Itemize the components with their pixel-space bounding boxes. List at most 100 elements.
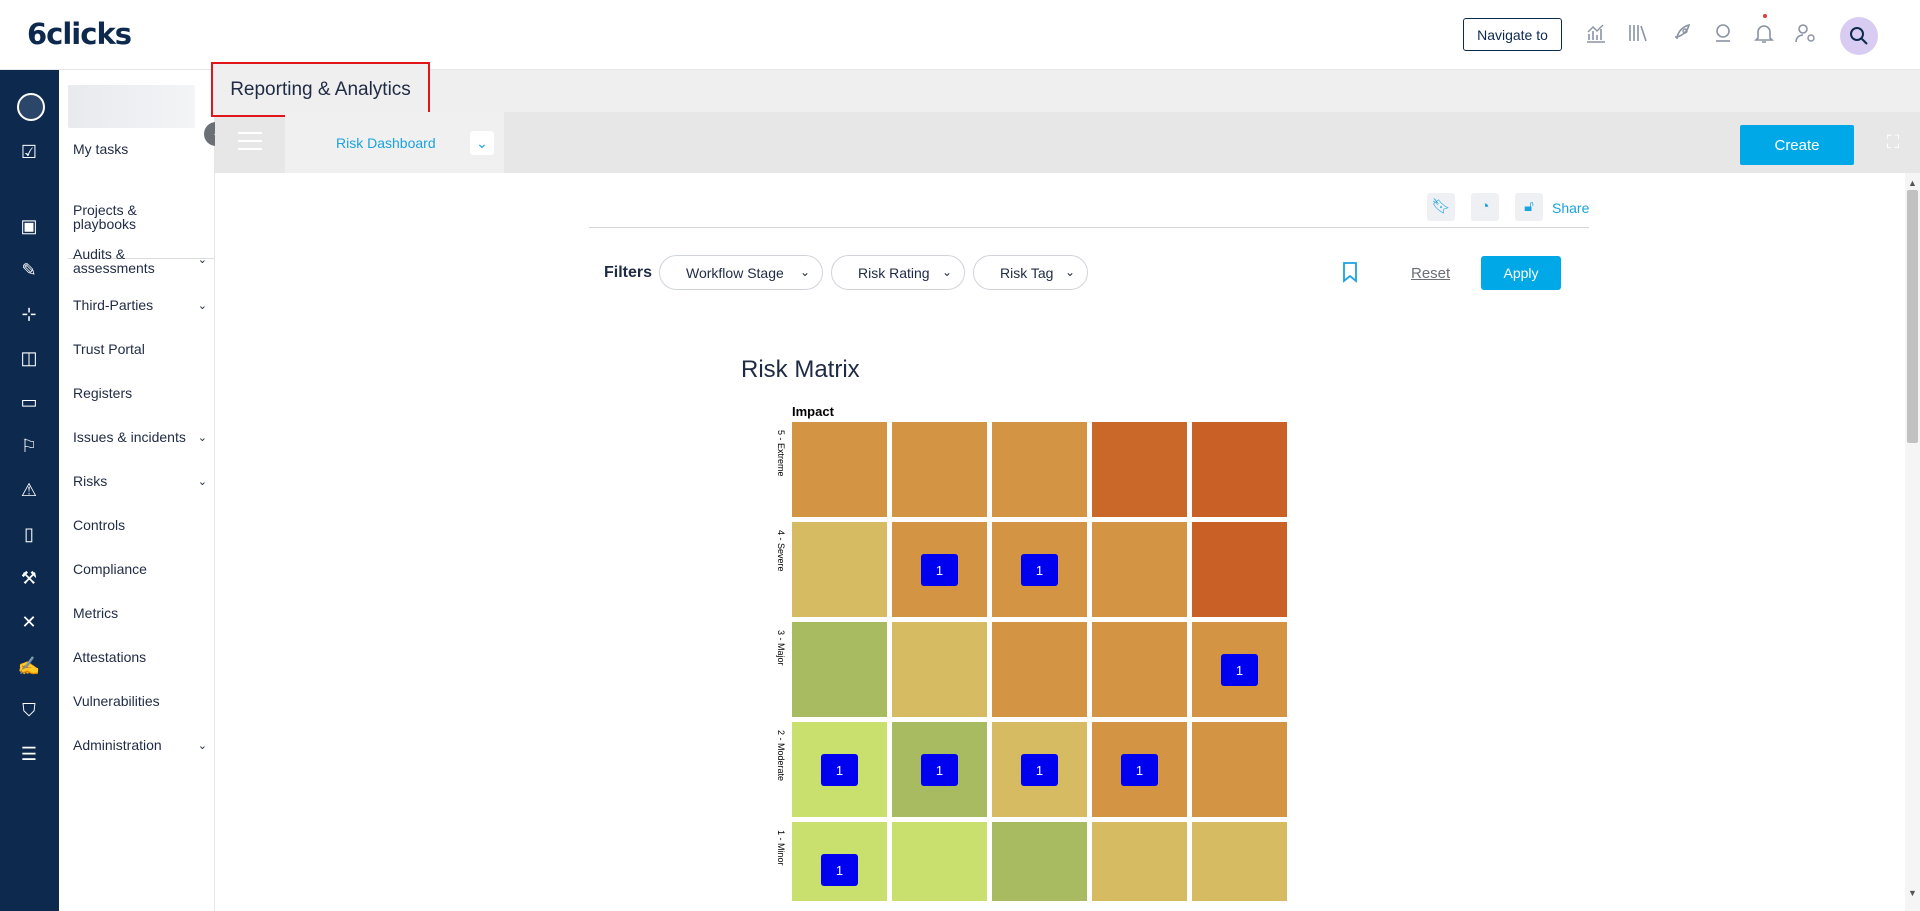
matrix-count-badge[interactable]: 1 [1221, 654, 1258, 686]
sidebar-item[interactable]: Audits & assessments ⌄ [73, 247, 213, 275]
sidebar-item[interactable]: Issues & incidents ⌄ [73, 430, 213, 444]
share-link[interactable]: Share [1552, 200, 1590, 216]
matrix-row-label: 4 - Severe [776, 530, 786, 572]
reset-button[interactable]: Reset [1411, 265, 1451, 282]
matrix-cell[interactable] [992, 422, 1087, 517]
sidebar-item[interactable]: Controls [73, 518, 213, 532]
edit-icon[interactable]: ✎ [21, 260, 37, 280]
sidebar-item[interactable]: Vulnerabilities [73, 694, 213, 708]
tools-icon[interactable]: ✕ [21, 612, 37, 632]
chevron-down-icon[interactable]: ⌄ [197, 476, 207, 488]
sidebar-item[interactable]: Attestations [73, 650, 213, 664]
sidebar-item[interactable]: Metrics [73, 606, 213, 620]
scroll-down-arrow[interactable]: ▼ [1908, 888, 1917, 898]
matrix-row-label: 3 - Major [776, 630, 786, 666]
sliders-icon[interactable]: ☰ [20, 744, 38, 764]
matrix-count-badge[interactable]: 1 [1021, 754, 1058, 786]
matrix-count-badge[interactable]: 1 [921, 554, 958, 586]
attestation-icon[interactable]: ✍ [17, 656, 41, 676]
chart-icon[interactable] [1584, 22, 1608, 46]
chevron-down-icon: ⌄ [1064, 265, 1075, 279]
matrix-cell[interactable] [892, 622, 987, 717]
chevron-down-icon[interactable]: ⌄ [197, 254, 207, 266]
matrix-count-badge[interactable]: 1 [921, 754, 958, 786]
matrix-cell[interactable] [992, 822, 1087, 901]
navigate-to-button[interactable]: Navigate to [1463, 18, 1562, 51]
matrix-cell[interactable] [892, 422, 987, 517]
sidebar-item[interactable]: Projects & playbooks [73, 203, 213, 231]
matrix-cell[interactable] [1092, 622, 1187, 717]
sidebar-item[interactable]: Risks ⌄ [73, 474, 213, 488]
scrollbar-thumb[interactable] [1907, 190, 1918, 443]
matrix-cell[interactable] [792, 622, 887, 717]
filter-workflow-stage[interactable]: Workflow Stage ⌄ [659, 255, 823, 290]
briefcase-icon[interactable]: ▣ [20, 216, 38, 236]
bell-icon[interactable] [1752, 22, 1776, 46]
issues-icon[interactable]: ⚐ [20, 436, 38, 456]
filter-risk-tag[interactable]: Risk Tag ⌄ [973, 255, 1088, 290]
matrix-title: Risk Matrix [741, 356, 860, 383]
matrix-cell[interactable] [1092, 522, 1187, 617]
controls-icon[interactable]: ▯ [24, 524, 34, 544]
matrix-cell[interactable] [1092, 422, 1187, 517]
rss-icon[interactable]: ◔ [1471, 193, 1499, 221]
network-icon[interactable]: ⊹ [21, 304, 37, 324]
sidebar-item-label: Metrics [73, 605, 119, 621]
matrix-count-badge[interactable]: 1 [1121, 754, 1158, 786]
matrix-cell[interactable] [1192, 722, 1287, 817]
create-button[interactable]: Create [1740, 125, 1854, 165]
scroll-up-arrow[interactable]: ▲ [1908, 178, 1917, 188]
fullscreen-icon[interactable]: ⛶ [1886, 132, 1900, 152]
chevron-down-icon[interactable]: ⌄ [197, 300, 207, 312]
impact-axis-label: Impact [792, 404, 834, 419]
sidebar-item-label: Third-Parties [73, 297, 154, 313]
chevron-down-icon: ⌄ [799, 265, 810, 279]
library-icon[interactable] [1626, 22, 1650, 46]
filter-risk-rating[interactable]: Risk Rating ⌄ [831, 255, 965, 290]
dashboard-select-label[interactable]: Risk Dashboard [336, 135, 436, 151]
matrix-count-badge[interactable]: 1 [1021, 554, 1058, 586]
chevron-down-icon[interactable]: ⌄ [197, 432, 207, 444]
sidebar-item-label: Registers [73, 385, 133, 401]
matrix-count-badge[interactable]: 1 [821, 854, 858, 886]
matrix-cell[interactable] [792, 422, 887, 517]
user-avatar[interactable] [1840, 17, 1878, 55]
chevron-down-icon[interactable]: ⌄ [470, 131, 494, 155]
sidebar-item-my-tasks[interactable]: My tasks [73, 141, 129, 157]
matrix-cell[interactable] [792, 522, 887, 617]
gavel-icon[interactable]: ⚒ [20, 568, 38, 588]
sidebar-item[interactable]: Trust Portal [73, 342, 213, 356]
unlock-icon[interactable]: 🔓︎ [1515, 193, 1543, 221]
sidebar-item-label: Projects & playbooks [73, 202, 137, 232]
trust-portal-icon[interactable]: ◫ [20, 348, 38, 368]
matrix-cell[interactable] [1192, 522, 1287, 617]
app-logo[interactable]: 6clicks [27, 17, 132, 51]
dashboard-select[interactable] [285, 112, 504, 173]
menu-icon[interactable] [238, 132, 262, 152]
sidebar-item[interactable]: Third-Parties ⌄ [73, 298, 213, 312]
chevron-down-icon[interactable]: ⌄ [197, 740, 207, 752]
matrix-cell[interactable] [892, 822, 987, 901]
workspace-avatar-icon[interactable] [17, 93, 45, 121]
apply-button[interactable]: Apply [1481, 256, 1561, 290]
rocket-icon[interactable] [1671, 22, 1695, 46]
matrix-cell[interactable] [1092, 822, 1187, 901]
matrix-count-badge[interactable]: 1 [821, 754, 858, 786]
sidebar-item[interactable]: Registers [73, 386, 213, 400]
support-icon[interactable] [1711, 22, 1735, 46]
sidebar-item-label: Controls [73, 517, 126, 533]
matrix-cell[interactable] [1192, 422, 1287, 517]
filter-label: Risk Rating [858, 264, 930, 281]
sidebar-item[interactable]: Compliance [73, 562, 213, 576]
registers-icon[interactable]: ▭ [20, 392, 38, 412]
user-settings-icon[interactable] [1794, 22, 1818, 46]
warning-icon[interactable]: ⚠ [20, 480, 38, 500]
matrix-cell[interactable] [992, 622, 1087, 717]
matrix-cell[interactable] [1192, 822, 1287, 901]
save-filter-bookmark-icon[interactable] [1340, 261, 1360, 285]
sidebar-item-label: Risks [73, 473, 108, 489]
tasks-icon[interactable]: ☑ [20, 142, 38, 162]
shield-icon[interactable]: ⛉ [22, 700, 36, 720]
sidebar-item[interactable]: Administration ⌄ [73, 738, 213, 752]
bookmark-icon[interactable]: 🔖︎ [1427, 193, 1455, 221]
